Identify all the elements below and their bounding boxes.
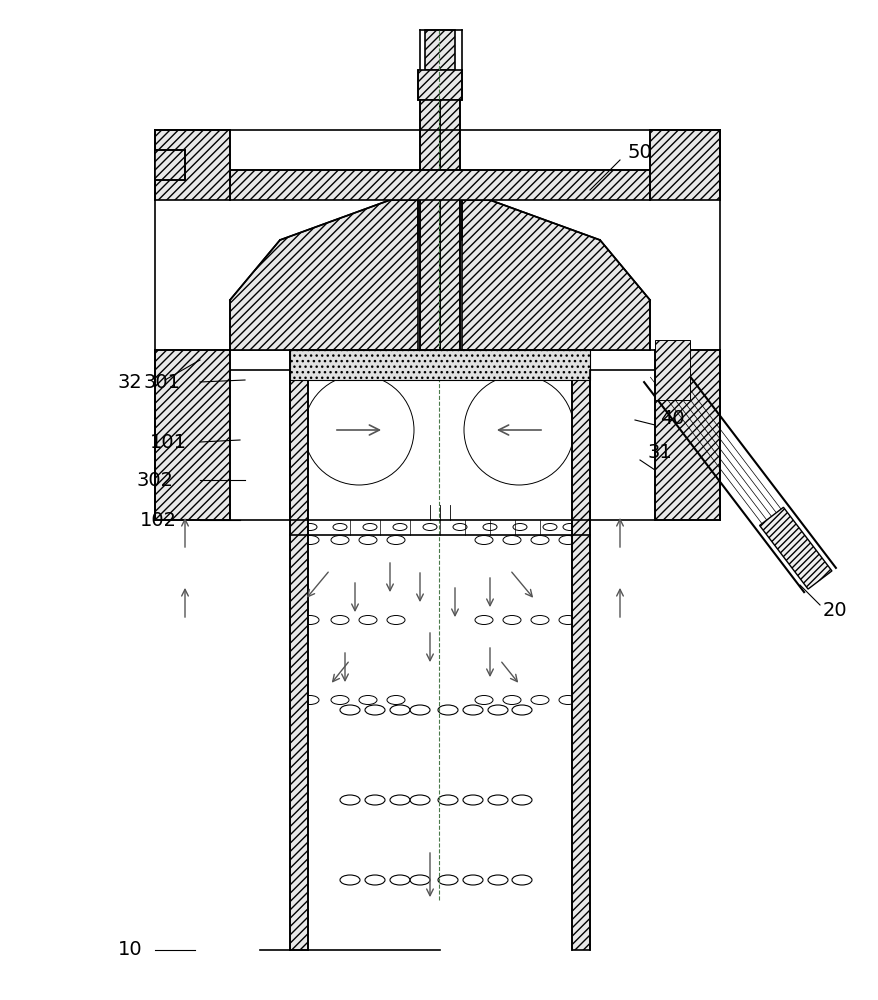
- Polygon shape: [440, 100, 459, 350]
- Text: 101: 101: [149, 432, 186, 452]
- Polygon shape: [425, 30, 455, 70]
- Polygon shape: [572, 320, 589, 950]
- Polygon shape: [155, 130, 230, 200]
- Polygon shape: [155, 150, 184, 180]
- Text: 40: 40: [658, 408, 684, 428]
- Polygon shape: [759, 507, 831, 589]
- Polygon shape: [462, 200, 649, 350]
- Text: 20: 20: [822, 600, 846, 619]
- Text: 102: 102: [140, 510, 176, 530]
- Polygon shape: [649, 130, 719, 200]
- Polygon shape: [290, 350, 589, 380]
- Text: 302: 302: [136, 471, 173, 489]
- Polygon shape: [654, 340, 689, 400]
- Text: 50: 50: [627, 143, 651, 162]
- Text: 31: 31: [647, 442, 672, 462]
- Polygon shape: [418, 70, 462, 100]
- Polygon shape: [155, 350, 230, 520]
- Polygon shape: [420, 100, 440, 350]
- Polygon shape: [654, 350, 719, 520]
- Polygon shape: [290, 320, 307, 950]
- Text: 32: 32: [118, 372, 142, 391]
- Polygon shape: [230, 200, 418, 350]
- Text: 301: 301: [143, 372, 180, 391]
- Polygon shape: [230, 170, 649, 200]
- Text: 10: 10: [118, 940, 142, 959]
